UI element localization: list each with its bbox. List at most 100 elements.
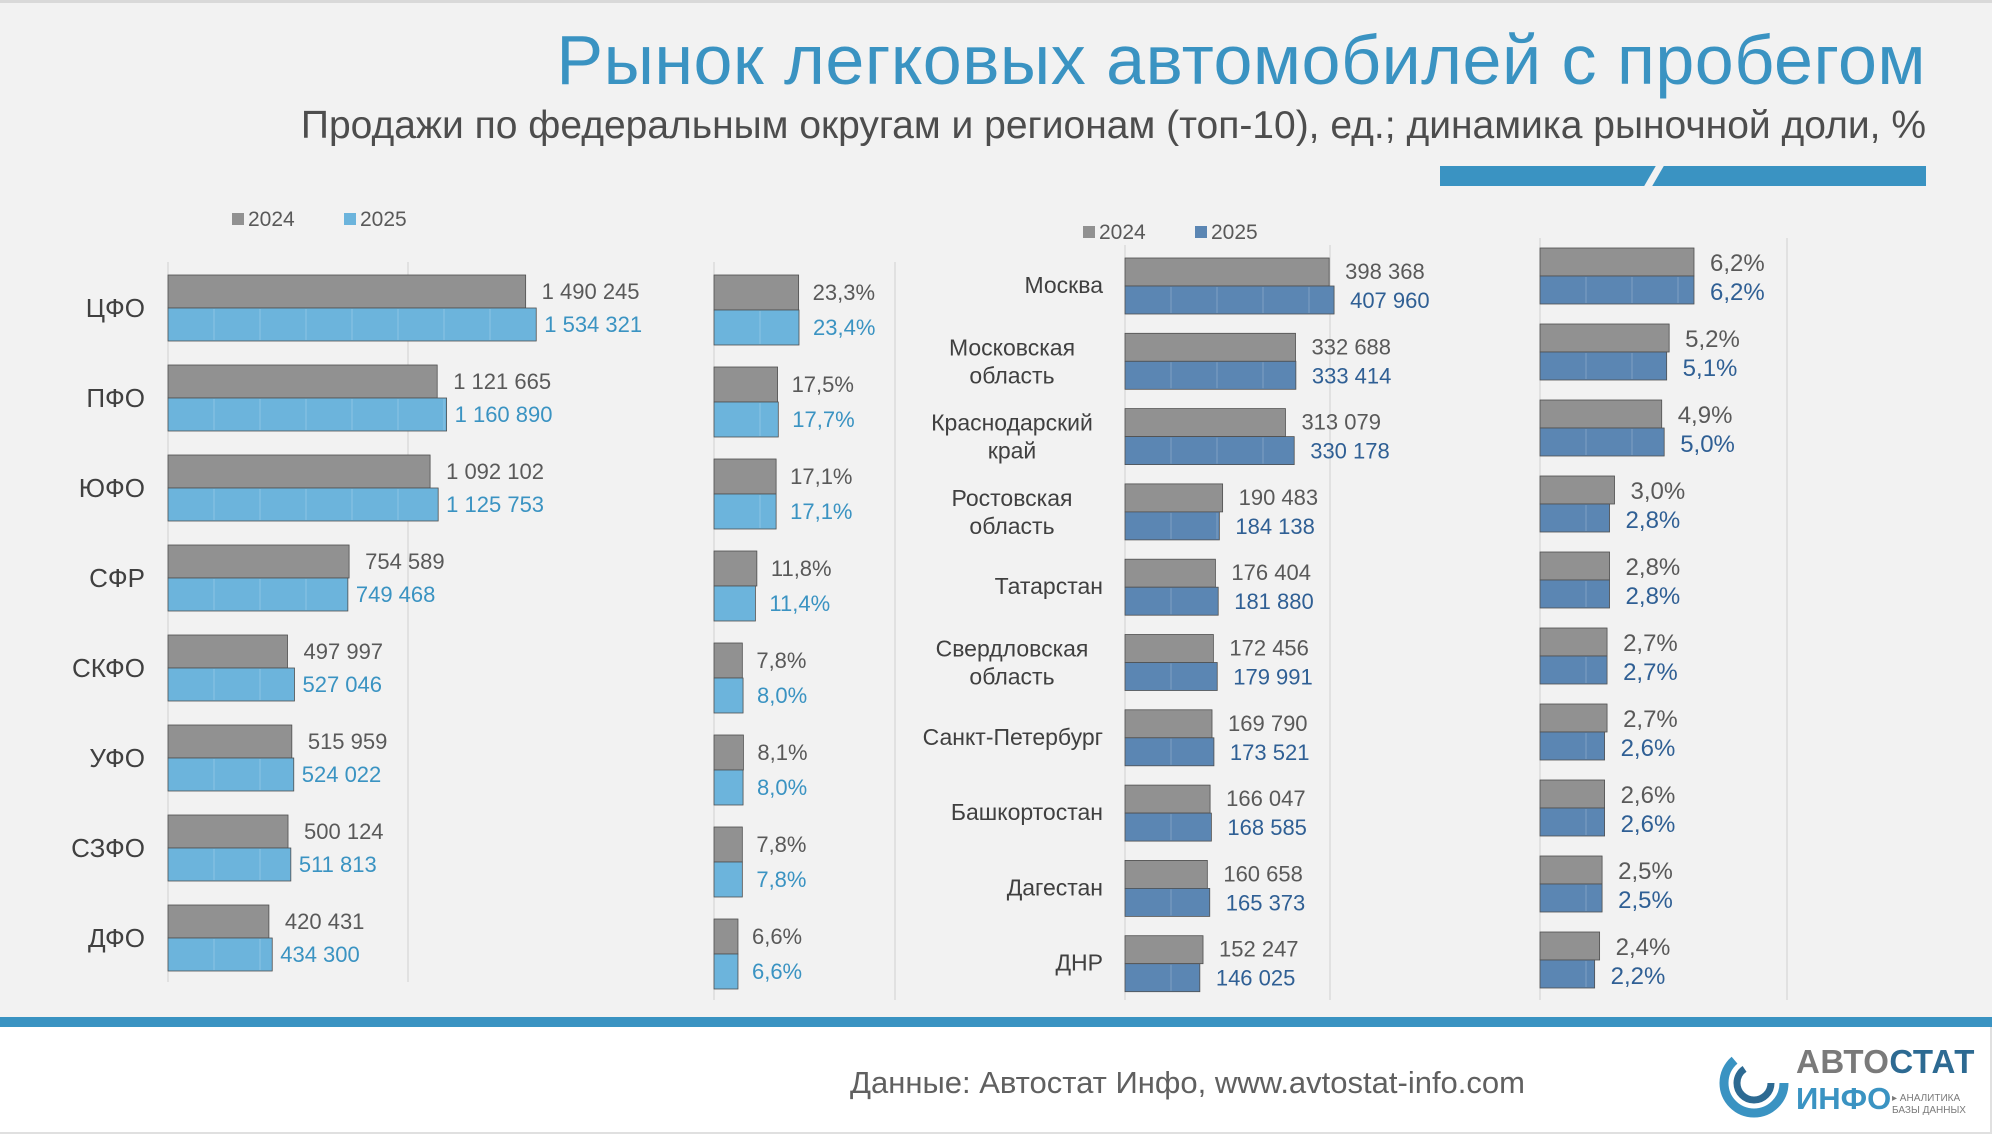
share-bar-2024-region	[1539, 703, 1608, 733]
district-label: СКФО	[72, 653, 145, 683]
share-bar-2024-district	[713, 642, 743, 679]
value-label-2024-district: 420 431	[285, 909, 365, 934]
bar-2025-district	[167, 487, 439, 522]
value-label-2025-district: 1 160 890	[455, 402, 553, 427]
share-label-2025-district: 8,0%	[757, 775, 807, 800]
value-label-2024-region: 169 790	[1228, 711, 1308, 736]
share-label-2025-region: 2,6%	[1621, 735, 1676, 762]
share-bar-2025-region	[1539, 959, 1596, 989]
value-label-2025-district: 524 022	[302, 762, 382, 787]
logo-word-avto: АВТО	[1796, 1043, 1890, 1080]
bar-2025-region	[1124, 888, 1211, 917]
value-label-2025-region: 333 414	[1312, 363, 1392, 388]
bar-2025-region	[1124, 737, 1215, 767]
region-label-line-1: Ростовская	[952, 485, 1073, 511]
district-label: ПФО	[86, 383, 145, 413]
value-label-2025-region: 165 373	[1226, 890, 1306, 915]
share-bar-2024-region	[1539, 855, 1603, 885]
bar-2025-district	[167, 397, 448, 432]
share-bar-2024-district	[713, 826, 743, 863]
share-label-2024-district: 6,6%	[752, 924, 802, 949]
share-label-2025-district: 6,6%	[752, 959, 802, 984]
share-bar-2025-district	[713, 861, 743, 898]
share-bar-2025-region	[1539, 579, 1610, 609]
share-label-2024-region: 2,7%	[1623, 630, 1678, 657]
share-bar-2025-district	[713, 401, 779, 438]
district-label: УФО	[89, 743, 145, 773]
region-label-line-1: Свердловская	[936, 636, 1089, 662]
share-label-2024-region: 2,5%	[1618, 858, 1673, 885]
value-label-2024-region: 166 047	[1226, 786, 1306, 811]
top-border	[0, 0, 1992, 3]
share-label-2025-region: 2,5%	[1618, 887, 1673, 914]
share-label-2025-district: 11,4%	[769, 591, 830, 616]
bar-2024-region	[1124, 784, 1211, 814]
legend-swatch-2024-districts	[232, 213, 244, 225]
district-label: СФР	[89, 563, 145, 593]
bar-2025-region	[1124, 662, 1218, 691]
value-label-2024-district: 754 589	[365, 549, 445, 574]
share-bar-2025-district	[713, 309, 800, 346]
value-label-2024-region: 160 658	[1223, 861, 1303, 886]
share-bar-2025-district	[713, 493, 777, 530]
share-bar-2025-district	[713, 953, 739, 990]
bar-2024-region	[1124, 408, 1286, 438]
footer-stripe	[0, 1017, 1992, 1027]
share-label-2025-region: 6,2%	[1710, 279, 1765, 306]
district-label: ДФО	[88, 923, 145, 953]
legend-swatch-2025-districts	[344, 213, 356, 225]
bar-2024-region	[1124, 558, 1216, 588]
legend-swatch-2025-regions	[1195, 226, 1207, 238]
share-label-2025-district: 23,4%	[813, 315, 875, 340]
share-bar-2025-region	[1539, 883, 1603, 913]
logo-swirl-icon	[1719, 1048, 1789, 1118]
charts-area: 2024 2025 ЦФО 1 490 245 1 534 321 ПФО 1 121 66…	[71, 208, 1788, 1000]
share-bar-2025-region	[1539, 427, 1665, 457]
value-label-2025-district: 749 468	[356, 582, 436, 607]
logo-tagline-2: БАЗЫ ДАННЫХ	[1892, 1105, 1966, 1116]
page-title: Рынок легковых автомобилей с пробегом	[556, 21, 1926, 99]
bar-2025-region	[1124, 586, 1219, 616]
region-label: Башкортостан	[951, 799, 1103, 825]
share-label-2024-district: 17,5%	[792, 372, 854, 397]
share-label-2024-region: 2,7%	[1623, 706, 1678, 733]
share-label-2024-district: 23,3%	[813, 280, 875, 305]
share-label-2025-district: 7,8%	[756, 867, 806, 892]
region-label: ДНР	[1055, 950, 1103, 976]
bar-2024-region	[1124, 709, 1213, 739]
district-label: ЮФО	[79, 473, 145, 503]
value-label-2025-region: 407 960	[1350, 288, 1430, 313]
bar-2024-district	[167, 454, 431, 489]
bar-2025-region	[1124, 436, 1295, 466]
value-label-2024-district: 497 997	[304, 639, 384, 664]
share-label-2025-district: 8,0%	[757, 683, 807, 708]
share-bar-2025-region	[1539, 731, 1605, 761]
bar-2024-district	[167, 274, 527, 309]
share-label-2025-region: 2,8%	[1626, 583, 1681, 610]
share-label-2025-region: 5,1%	[1683, 355, 1738, 382]
logo-tagline: ▸ АНАЛИТИКА БАЗЫ ДАННЫХ	[1892, 1093, 1978, 1117]
share-label-2025-district: 17,1%	[790, 499, 852, 524]
logo-wordmark: АВТОСТАТ	[1796, 1043, 1975, 1081]
bar-2024-district	[167, 814, 289, 849]
bar-2024-region	[1124, 860, 1208, 889]
share-bar-2025-district	[713, 585, 756, 622]
legend-swatch-2024-regions	[1083, 226, 1095, 238]
value-label-2025-district: 1 534 321	[544, 312, 642, 337]
share-bar-2024-region	[1539, 931, 1601, 961]
bar-2025-region	[1124, 963, 1201, 993]
value-label-2024-region: 313 079	[1301, 410, 1381, 435]
bar-2025-region	[1124, 812, 1212, 842]
region-label: Москва	[1024, 272, 1103, 298]
footer: Данные: Автостат Инфо, www.avtostat-info…	[0, 1027, 1992, 1134]
share-bar-2025-district	[713, 677, 744, 714]
share-label-2024-region: 5,2%	[1685, 326, 1740, 353]
share-bar-2025-district	[713, 769, 744, 806]
value-label-2024-region: 190 483	[1239, 485, 1319, 510]
region-label-line-2: край	[988, 438, 1037, 464]
share-bar-2024-district	[713, 550, 758, 587]
share-label-2024-district: 17,1%	[790, 464, 852, 489]
bar-2025-district	[167, 937, 273, 972]
share-bar-2024-region	[1539, 247, 1695, 277]
district-label: СЗФО	[71, 833, 145, 863]
